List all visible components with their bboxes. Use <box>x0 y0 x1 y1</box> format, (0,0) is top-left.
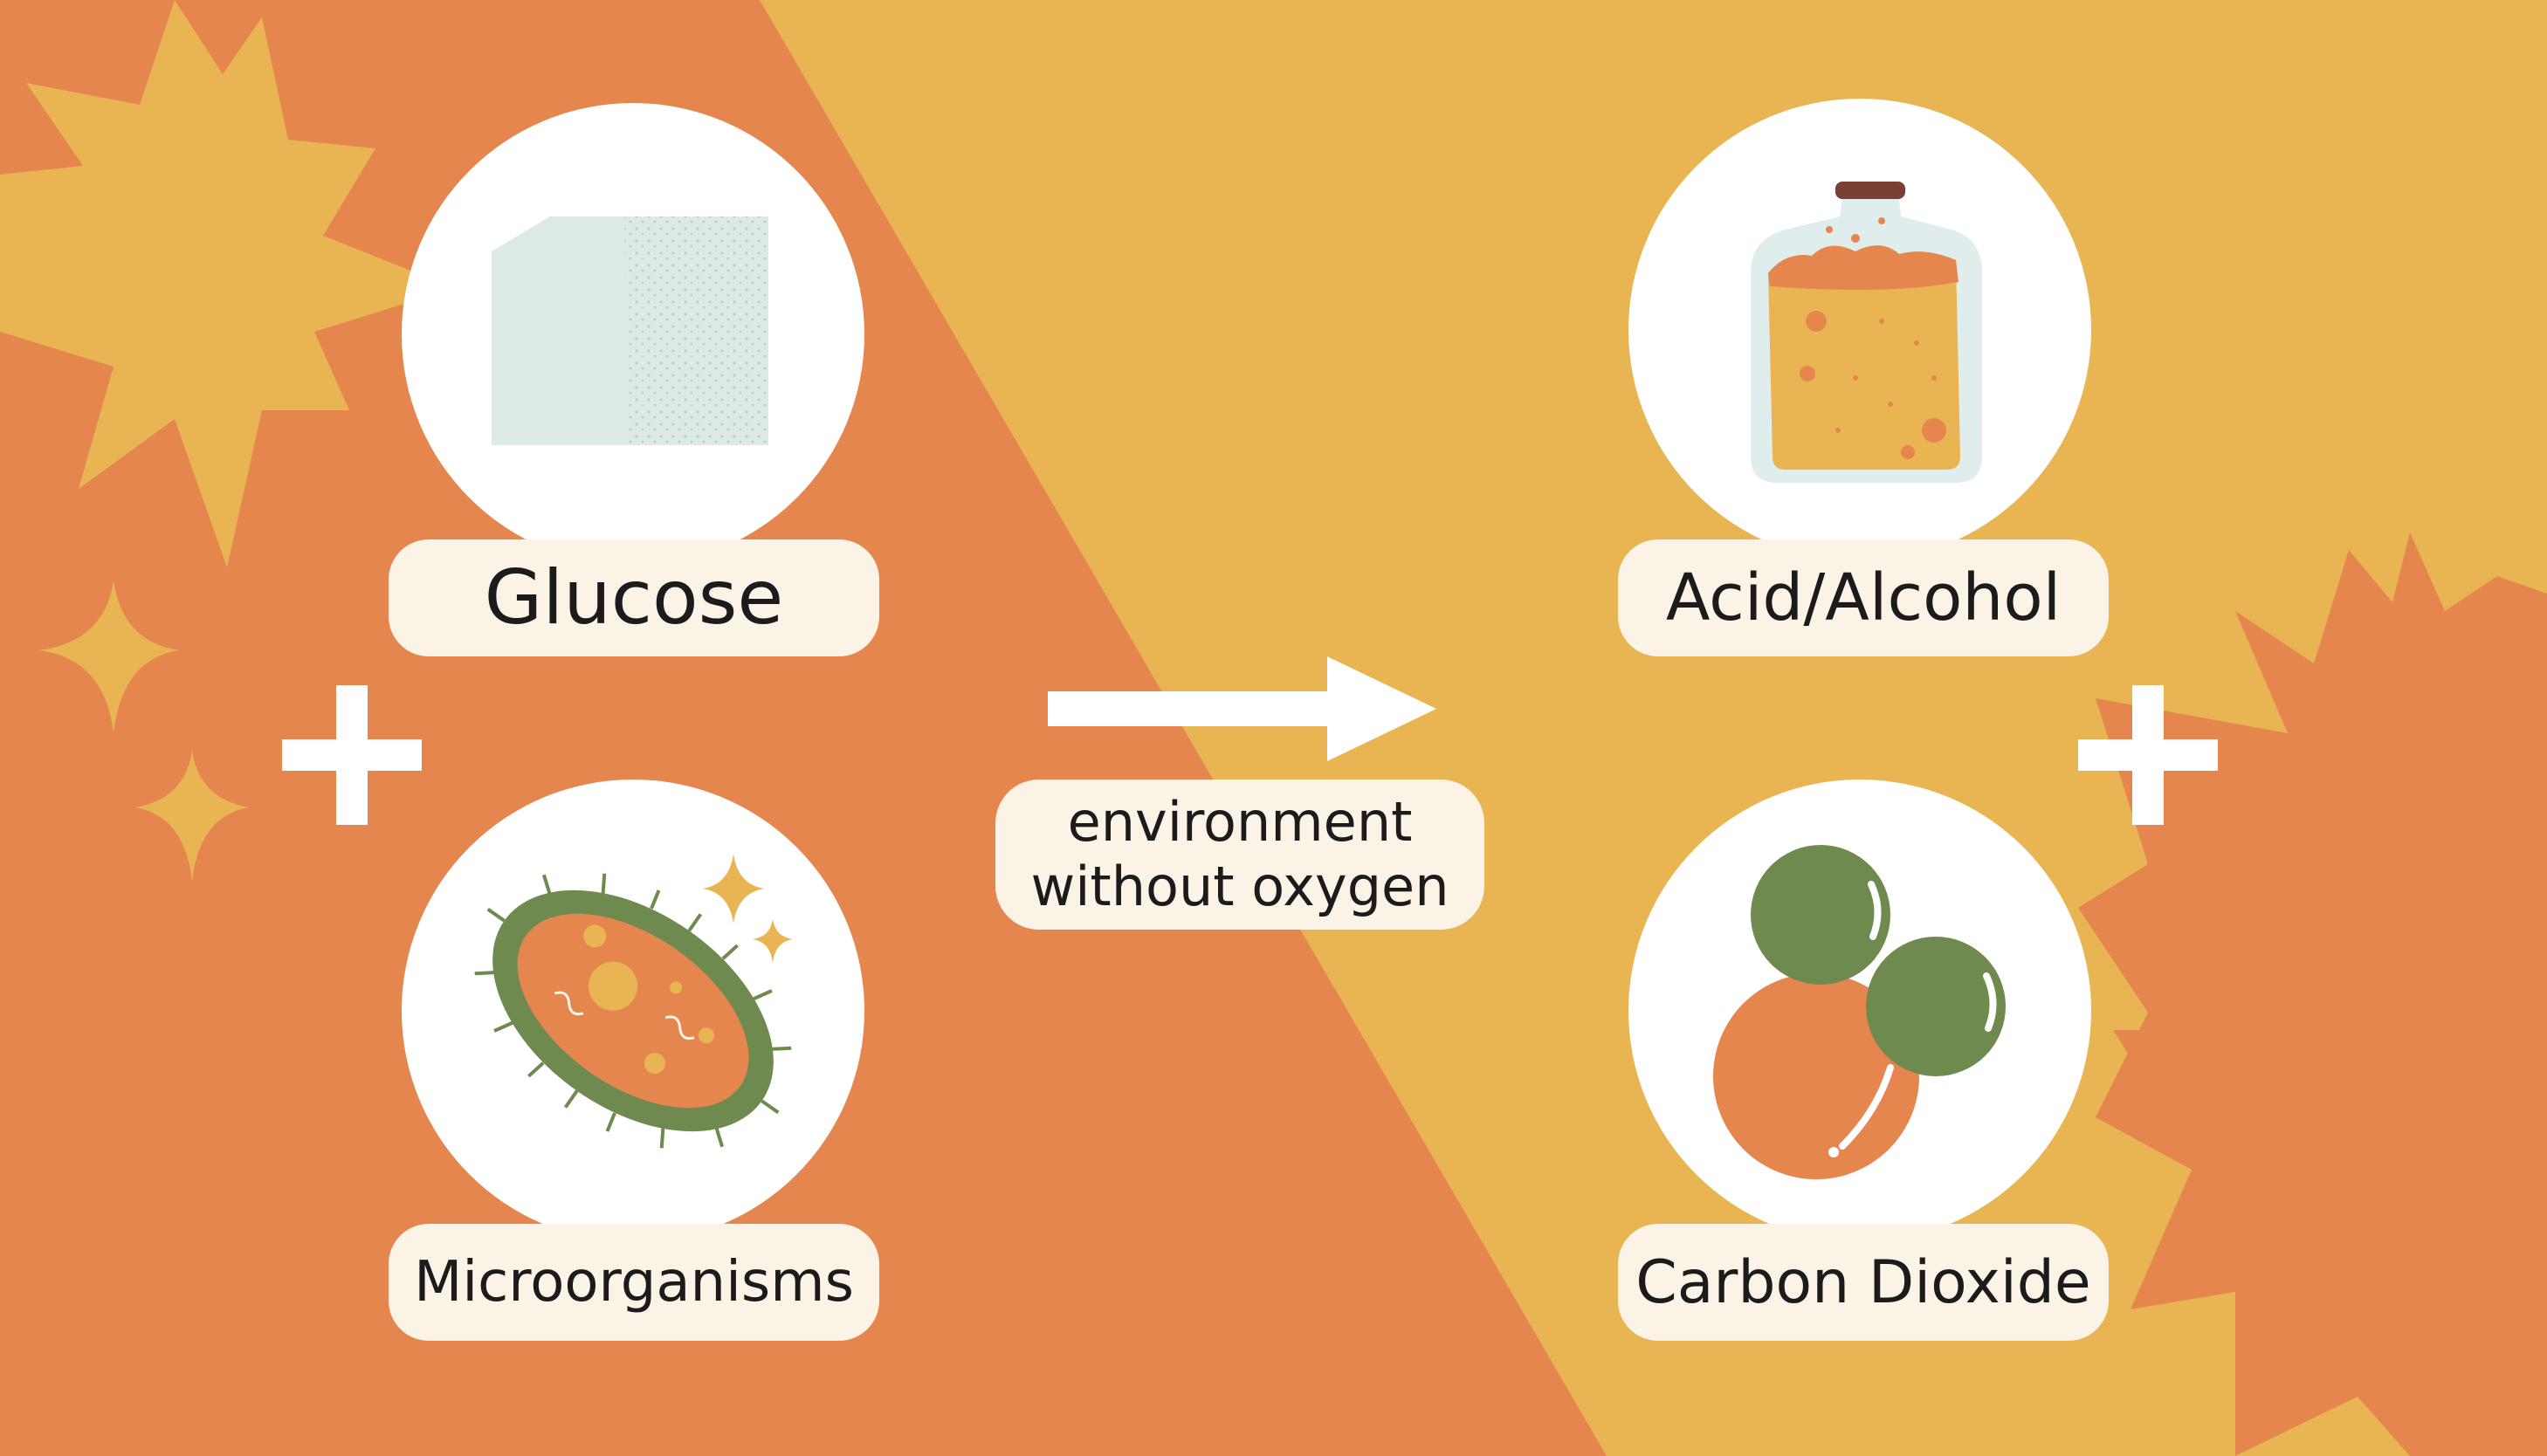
carbon-dioxide-label-pill: Carbon Dioxide <box>1618 1224 2109 1341</box>
jar-icon <box>1751 182 1982 483</box>
condition-line-2: without oxygen <box>1030 855 1449 918</box>
microorganism-icon <box>474 854 793 1149</box>
glucose-circle <box>402 103 864 566</box>
starburst-icon <box>0 0 454 567</box>
sparkle-icon <box>135 751 249 882</box>
glucose-label: Glucose <box>484 554 784 642</box>
microorganisms-label: Microorganisms <box>414 1250 854 1315</box>
acid-alcohol-circle <box>1628 99 2091 561</box>
plus-icon <box>282 685 422 825</box>
co2-molecule-icon <box>1713 845 2006 1179</box>
carbon-dioxide-circle <box>1628 780 2091 1242</box>
acid-alcohol-label-pill: Acid/Alcohol <box>1618 539 2109 656</box>
sugar-cube-icon <box>492 216 768 445</box>
glucose-label-pill: Glucose <box>389 539 879 656</box>
sparkle-icon <box>2358 602 2484 759</box>
orange-triangle-shape <box>0 0 1607 1456</box>
microorganisms-label-pill: Microorganisms <box>389 1224 879 1341</box>
microorganism-circle <box>402 780 864 1242</box>
right-arrow-icon <box>1048 656 1436 761</box>
plus-icon <box>2078 685 2218 825</box>
sparkle-icon <box>39 580 179 733</box>
acid-alcohol-label: Acid/Alcohol <box>1665 560 2062 635</box>
condition-line-1: environment <box>1067 790 1413 854</box>
condition-label-pill: environment without oxygen <box>995 780 1484 930</box>
carbon-dioxide-label: Carbon Dioxide <box>1635 1247 2091 1317</box>
